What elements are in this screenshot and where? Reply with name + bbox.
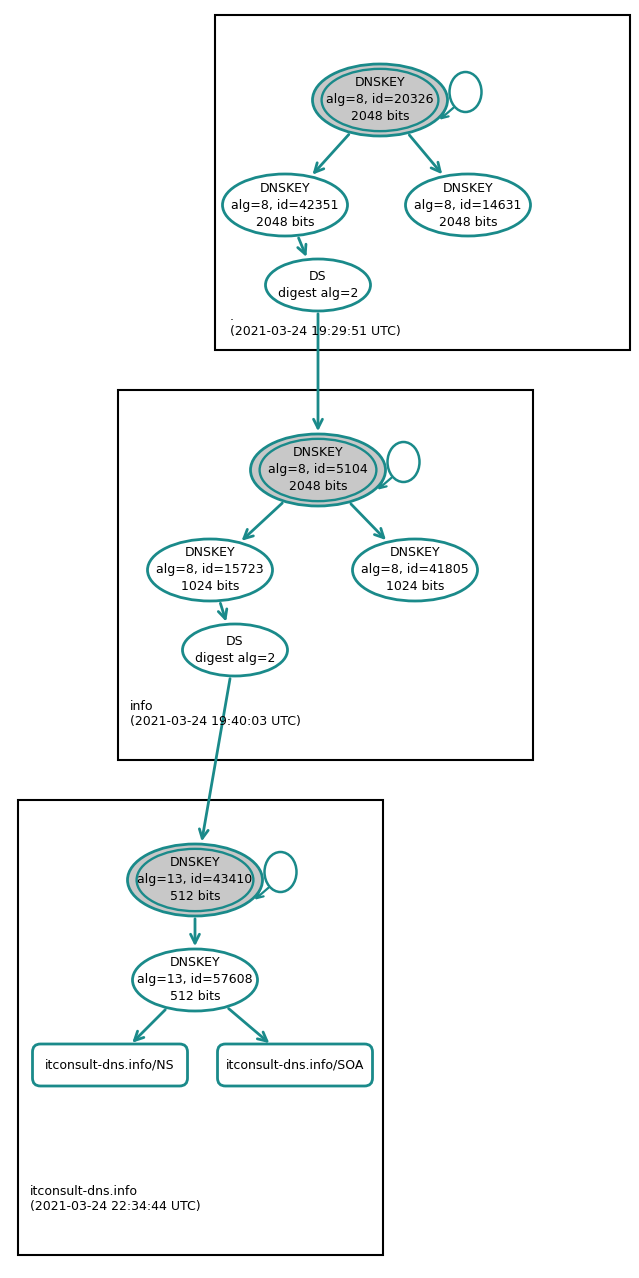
Text: DNSKEY
alg=8, id=20326
2048 bits: DNSKEY alg=8, id=20326 2048 bits — [327, 77, 434, 124]
Text: DS
digest alg=2: DS digest alg=2 — [278, 270, 358, 300]
Text: DNSKEY
alg=8, id=42351
2048 bits: DNSKEY alg=8, id=42351 2048 bits — [231, 181, 339, 229]
Text: DNSKEY
alg=8, id=5104
2048 bits: DNSKEY alg=8, id=5104 2048 bits — [268, 446, 368, 493]
Ellipse shape — [222, 174, 348, 236]
Text: DNSKEY
alg=13, id=43410
512 bits: DNSKEY alg=13, id=43410 512 bits — [137, 856, 252, 904]
Bar — [118, 390, 533, 760]
Ellipse shape — [128, 843, 263, 916]
Ellipse shape — [353, 539, 477, 601]
Ellipse shape — [321, 69, 438, 132]
Ellipse shape — [250, 435, 385, 506]
Ellipse shape — [132, 950, 258, 1011]
Text: itconsult-dns.info
(2021-03-24 22:34:44 UTC): itconsult-dns.info (2021-03-24 22:34:44 … — [30, 1185, 201, 1213]
Bar — [18, 800, 383, 1255]
Bar — [215, 15, 630, 350]
Text: DNSKEY
alg=8, id=15723
1024 bits: DNSKEY alg=8, id=15723 1024 bits — [156, 547, 264, 593]
Text: itconsult-dns.info/NS: itconsult-dns.info/NS — [45, 1058, 175, 1071]
Text: DNSKEY
alg=13, id=57608
512 bits: DNSKEY alg=13, id=57608 512 bits — [137, 956, 253, 1003]
Ellipse shape — [137, 849, 254, 911]
Text: DS
digest alg=2: DS digest alg=2 — [195, 635, 275, 665]
Text: DNSKEY
alg=8, id=14631
2048 bits: DNSKEY alg=8, id=14631 2048 bits — [414, 181, 521, 229]
Text: .
(2021-03-24 19:29:51 UTC): . (2021-03-24 19:29:51 UTC) — [230, 311, 401, 337]
FancyBboxPatch shape — [33, 1044, 187, 1086]
FancyBboxPatch shape — [217, 1044, 373, 1086]
Ellipse shape — [406, 174, 530, 236]
Ellipse shape — [312, 64, 447, 135]
Text: DNSKEY
alg=8, id=41805
1024 bits: DNSKEY alg=8, id=41805 1024 bits — [361, 547, 469, 593]
Ellipse shape — [148, 539, 272, 601]
Ellipse shape — [265, 259, 371, 311]
Text: info
(2021-03-24 19:40:03 UTC): info (2021-03-24 19:40:03 UTC) — [130, 700, 301, 728]
Ellipse shape — [259, 438, 376, 501]
Ellipse shape — [183, 624, 288, 676]
Text: itconsult-dns.info/SOA: itconsult-dns.info/SOA — [226, 1058, 364, 1071]
